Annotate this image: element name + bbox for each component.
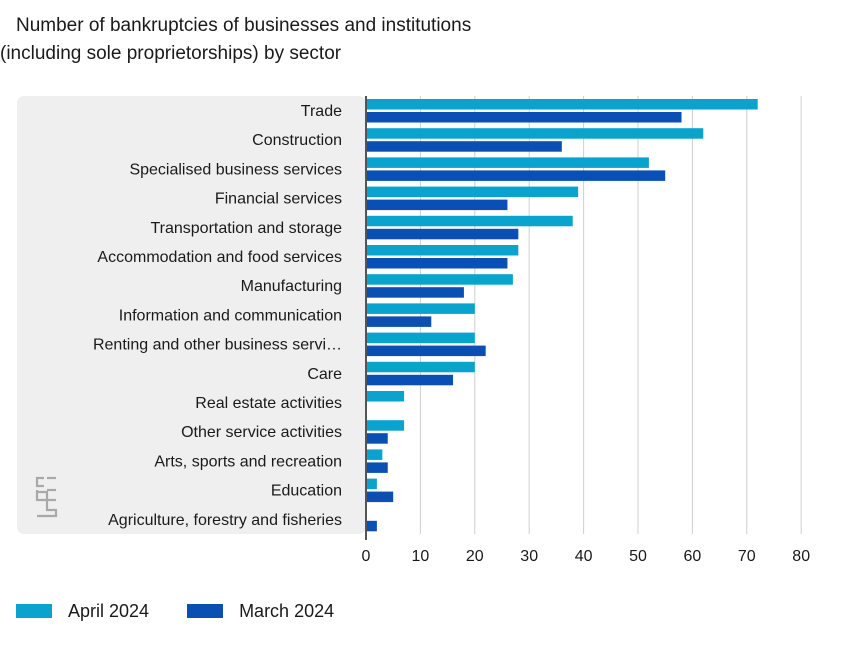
x-tick-label-0: 0: [362, 548, 371, 565]
category-label-14: Agriculture, forestry and fisheries: [108, 512, 342, 529]
category-label-11: Other service activities: [181, 424, 342, 441]
bar-april-9: [366, 361, 475, 373]
bar-april-8: [366, 332, 475, 344]
bar-march-9: [366, 374, 454, 386]
x-tick-label-60: 60: [684, 548, 702, 565]
category-label-1: Construction: [252, 132, 342, 149]
legend-label-march-2024: March 2024: [239, 600, 335, 621]
bar-april-11: [366, 420, 405, 431]
category-label-8: Renting and other business servi…: [93, 337, 342, 354]
legend-item-april-2024[interactable]: April 2024: [16, 601, 149, 622]
bar-march-7: [366, 316, 432, 327]
bar-march-8: [366, 345, 486, 357]
x-tick-label-20: 20: [466, 548, 484, 565]
bar-march-0: [366, 112, 682, 123]
x-tick-label-40: 40: [575, 548, 593, 565]
x-tick-label-10: 10: [412, 548, 430, 565]
bar-april-3: [366, 186, 579, 198]
chart-title: Number of bankruptcies of businesses and…: [0, 12, 560, 68]
category-label-5: Accommodation and food services: [97, 249, 342, 266]
category-label-9: Care: [307, 366, 342, 383]
bar-april-13: [366, 478, 377, 490]
category-label-4: Transportation and storage: [150, 220, 342, 237]
bar-april-7: [366, 303, 475, 314]
bar-march-2: [366, 170, 666, 181]
x-tick-label-70: 70: [738, 548, 756, 565]
bar-march-3: [366, 199, 508, 211]
category-panel: [17, 96, 366, 534]
grid-lines: [419, 96, 802, 534]
bar-april-4: [366, 215, 573, 227]
bar-april-10: [366, 391, 405, 402]
legend: April 2024 March 2024: [16, 598, 372, 624]
category-label-0: Trade: [301, 103, 342, 120]
x-tick-label-30: 30: [520, 548, 538, 565]
bar-march-1: [366, 141, 562, 152]
x-tick-label-80: 80: [792, 548, 810, 565]
category-label-3: Financial services: [215, 191, 342, 208]
category-label-2: Specialised business services: [129, 161, 342, 178]
bar-april-0: [366, 99, 758, 110]
bar-march-4: [366, 228, 519, 240]
bar-march-5: [366, 258, 508, 269]
x-axis-ticks: 0 10 20 30 40 50 60 70 80: [362, 548, 811, 565]
category-labels: Trade Construction Specialised business se…: [93, 103, 342, 529]
cbs-logo-icon: [35, 476, 58, 518]
chart-title-line-1: Number of bankruptcies of businesses and…: [16, 15, 472, 36]
bar-april-12: [366, 449, 383, 460]
bar-april-2: [366, 157, 649, 168]
legend-label-april-2024: April 2024: [68, 600, 150, 621]
category-label-7: Information and communication: [119, 307, 342, 324]
bar-march-13: [366, 491, 394, 503]
legend-swatch-march-2024: [187, 604, 224, 618]
category-label-6: Manufacturing: [241, 278, 342, 295]
legend-item-march-2024[interactable]: March 2024: [187, 601, 334, 622]
legend-swatch-april-2024: [16, 604, 52, 618]
bar-chart: Trade Construction Specialised business se…: [17, 96, 811, 565]
bar-march-14: [366, 520, 377, 532]
bar-april-6: [366, 274, 513, 285]
bar-april-5: [366, 245, 519, 256]
category-label-12: Arts, sports and recreation: [154, 453, 342, 470]
category-label-13: Education: [271, 483, 342, 500]
bars: [366, 99, 758, 532]
bar-march-12: [366, 462, 388, 473]
bar-april-1: [366, 128, 704, 139]
bar-march-11: [366, 433, 388, 444]
category-label-10: Real estate activities: [195, 395, 342, 412]
x-tick-label-50: 50: [629, 548, 647, 565]
chart-title-line-2: (including sole proprietorships) by sect…: [0, 43, 342, 64]
bar-march-6: [366, 287, 464, 298]
